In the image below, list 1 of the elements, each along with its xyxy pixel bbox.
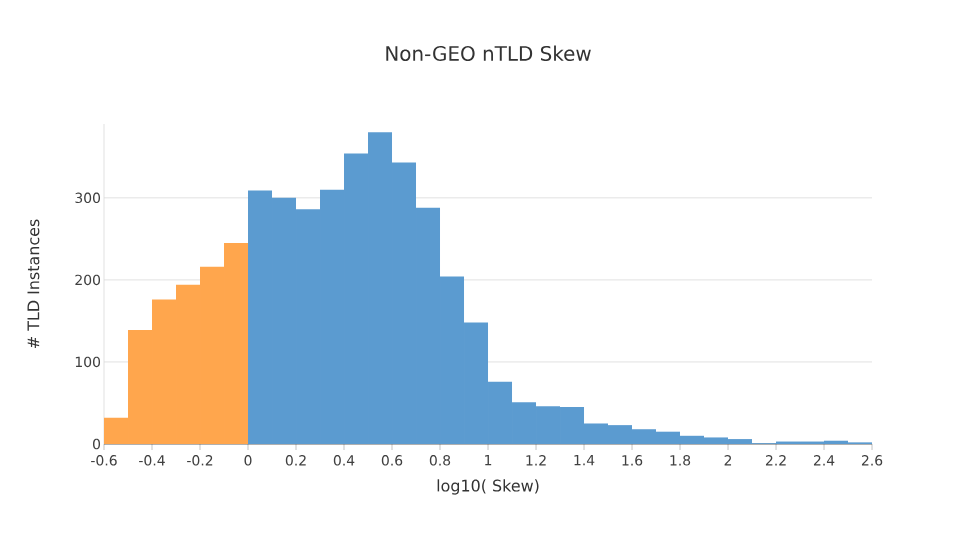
chart-title: Non-GEO nTLD Skew <box>386 45 591 61</box>
